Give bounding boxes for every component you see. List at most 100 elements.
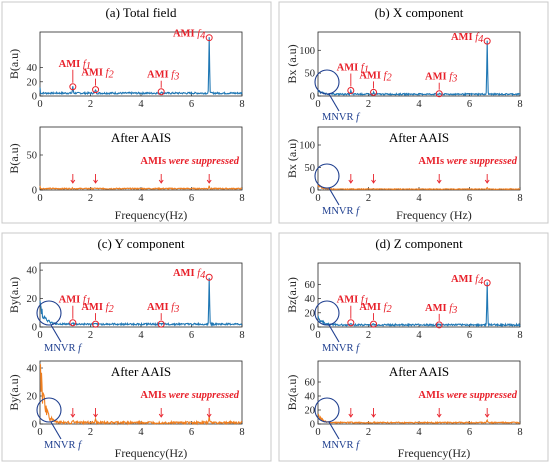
y-axis-label: By(a.u) xyxy=(7,374,21,410)
y-tick-label: 20 xyxy=(27,294,38,305)
x-axis-label: Frequency(Hz) xyxy=(115,446,188,460)
subplot-title: After AAIS xyxy=(389,130,449,145)
peak-label: AMI f3 xyxy=(147,302,179,315)
x-tick-label: 4 xyxy=(138,99,144,110)
x-tick-label: 6 xyxy=(189,330,194,341)
y-tick-label: 0 xyxy=(310,92,315,103)
peak-marker xyxy=(92,86,100,94)
y-tick-label: 0 xyxy=(32,323,37,334)
peak-marker xyxy=(370,320,378,328)
x-tick-label: 0 xyxy=(37,99,42,110)
x-tick-label: 4 xyxy=(416,193,422,204)
peak-label: AMI f1 xyxy=(59,59,91,72)
peak-label: AMI f4 xyxy=(451,32,484,45)
mnvr-circle xyxy=(314,163,340,189)
peak-marker xyxy=(69,319,77,327)
x-tick-label: 2 xyxy=(366,330,371,341)
peak-label: AMI f3 xyxy=(147,70,179,83)
suppressed-note: AMIs were suppressed xyxy=(418,156,517,167)
arrow-head xyxy=(158,179,164,184)
peak-marker xyxy=(435,90,443,98)
panel-frame xyxy=(1,1,272,224)
y-tick-label: 40 xyxy=(27,63,38,74)
y-tick-label: 40 xyxy=(305,294,316,305)
arrow-head xyxy=(436,413,442,418)
mnvr-label: MNVR f xyxy=(322,440,361,451)
x-tick-label: 2 xyxy=(88,99,93,110)
x-tick-label: 0 xyxy=(37,427,42,438)
y-tick-label: 0 xyxy=(32,420,37,431)
y-axis-label: Bx (a.u) xyxy=(285,139,299,178)
arrow-head xyxy=(93,413,98,418)
x-tick-label: 8 xyxy=(239,427,244,438)
series-after-aais xyxy=(317,184,520,191)
peak-label: AMI f2 xyxy=(359,302,392,315)
y-axis-label: Bx (a.u) xyxy=(285,44,299,83)
arrow-head xyxy=(206,413,212,418)
x-tick-label: 4 xyxy=(416,427,422,438)
y-axis-label: Bz(a.u) xyxy=(285,375,299,411)
y-axis-label: B(a.u) xyxy=(7,49,21,79)
y-tick-label: 0 xyxy=(32,92,37,103)
x-tick-label: 2 xyxy=(366,427,371,438)
y-axis-label: B(a.u) xyxy=(7,143,21,173)
y-tick-label: 20 xyxy=(27,392,38,403)
mnvr-leader xyxy=(328,187,340,206)
panel-title: (a) Total field xyxy=(105,5,177,20)
y-tick-label: 20 xyxy=(305,406,316,417)
arrow-head xyxy=(371,413,376,418)
series-after-aais xyxy=(39,363,243,426)
y-tick-label: 50 xyxy=(305,163,316,174)
arrow-head xyxy=(348,179,354,184)
peak-label: AMI f4 xyxy=(451,274,484,287)
peak-label: AMI f2 xyxy=(81,68,114,81)
x-tick-label: 0 xyxy=(37,330,42,341)
arrow-head xyxy=(70,413,76,418)
mnvr-leader xyxy=(50,324,62,343)
subplot-title: After AAIS xyxy=(111,130,171,145)
x-tick-label: 4 xyxy=(416,330,422,341)
x-tick-label: 6 xyxy=(189,427,194,438)
x-tick-label: 2 xyxy=(366,99,371,110)
y-tick-label: 100 xyxy=(299,141,315,152)
mnvr-label: MNVR f xyxy=(44,343,83,354)
x-tick-label: 2 xyxy=(88,330,93,341)
y-tick-label: 0 xyxy=(310,420,315,431)
y-tick-label: 60 xyxy=(305,378,316,389)
peak-marker xyxy=(69,83,77,91)
x-tick-label: 6 xyxy=(467,193,472,204)
x-tick-label: 8 xyxy=(239,193,244,204)
peak-label: AMI f2 xyxy=(359,70,392,83)
peak-marker xyxy=(92,320,100,328)
y-tick-label: 0 xyxy=(310,323,315,334)
x-tick-label: 4 xyxy=(416,99,422,110)
y-axis-label: By(a.u) xyxy=(7,277,21,313)
x-tick-label: 6 xyxy=(467,427,472,438)
mnvr-leader xyxy=(328,421,340,440)
mnvr-circle xyxy=(314,300,340,326)
mnvr-leader xyxy=(328,324,340,343)
arrow-head xyxy=(93,179,98,184)
mnvr-label: MNVR f xyxy=(322,112,361,123)
arrow-head xyxy=(484,413,490,418)
x-axis-label: Frequency(Hz) xyxy=(115,208,188,222)
x-tick-label: 8 xyxy=(239,99,244,110)
peak-label: AMI f1 xyxy=(337,295,369,308)
x-tick-label: 0 xyxy=(315,330,320,341)
mnvr-circle xyxy=(314,397,340,423)
x-tick-label: 0 xyxy=(37,193,42,204)
y-tick-label: 40 xyxy=(305,392,316,403)
peak-marker xyxy=(435,321,443,329)
peak-marker xyxy=(347,319,355,327)
series-before-aais xyxy=(39,277,242,327)
y-tick-label: 0 xyxy=(32,186,37,197)
x-tick-label: 6 xyxy=(189,193,194,204)
x-tick-label: 2 xyxy=(88,427,93,438)
x-tick-label: 8 xyxy=(517,193,522,204)
series-before-aais xyxy=(317,282,521,328)
mnvr-circle xyxy=(36,300,62,326)
